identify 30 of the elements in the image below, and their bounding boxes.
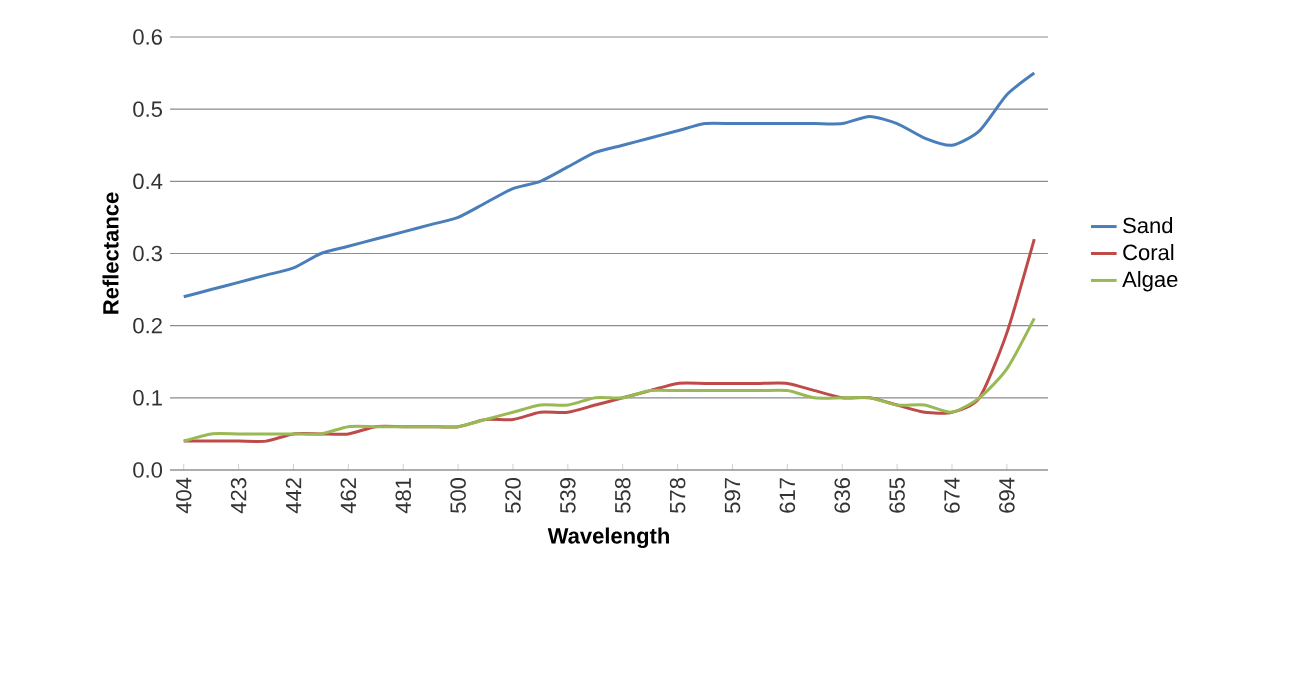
x-tick-label: 442 xyxy=(285,478,302,514)
y-tick-label: 0.2 xyxy=(133,317,162,334)
x-tick-label: 539 xyxy=(560,478,576,513)
x-tick-label: 655 xyxy=(889,478,905,513)
x-axis-title: Wavelength xyxy=(547,527,669,549)
x-tick-label: 462 xyxy=(340,478,357,514)
x-tick-label: 636 xyxy=(834,478,851,513)
y-tick-label: 0.0 xyxy=(133,462,163,478)
y-tick-label: 0.5 xyxy=(133,101,162,117)
line-series xyxy=(182,71,1036,299)
x-tick-label: 500 xyxy=(450,477,466,513)
line-series xyxy=(182,316,1036,443)
legend-label: Coral xyxy=(1123,244,1174,261)
x-tick-label: 423 xyxy=(230,478,247,514)
y-tick-label: 0.6 xyxy=(133,29,162,45)
y-tick-label: 0.4 xyxy=(133,173,163,190)
x-tick-label: 520 xyxy=(505,477,521,513)
x-tick-label: 481 xyxy=(395,478,412,514)
x-tick-label: 694 xyxy=(999,477,1015,513)
x-tick-label: 674 xyxy=(944,477,960,513)
x-tick-label: 617 xyxy=(779,478,796,513)
x-tick-label: 578 xyxy=(669,478,686,513)
y-axis-title: Reflectance xyxy=(102,192,119,314)
x-tick-label: 404 xyxy=(175,477,192,514)
x-tick-label: 558 xyxy=(614,478,631,513)
y-tick-label: 0.1 xyxy=(133,390,162,406)
legend-label: Algae xyxy=(1122,270,1178,292)
legend-label: Sand xyxy=(1123,217,1173,234)
x-tick-label: 597 xyxy=(724,478,741,513)
y-tick-label: 0.3 xyxy=(133,245,162,262)
